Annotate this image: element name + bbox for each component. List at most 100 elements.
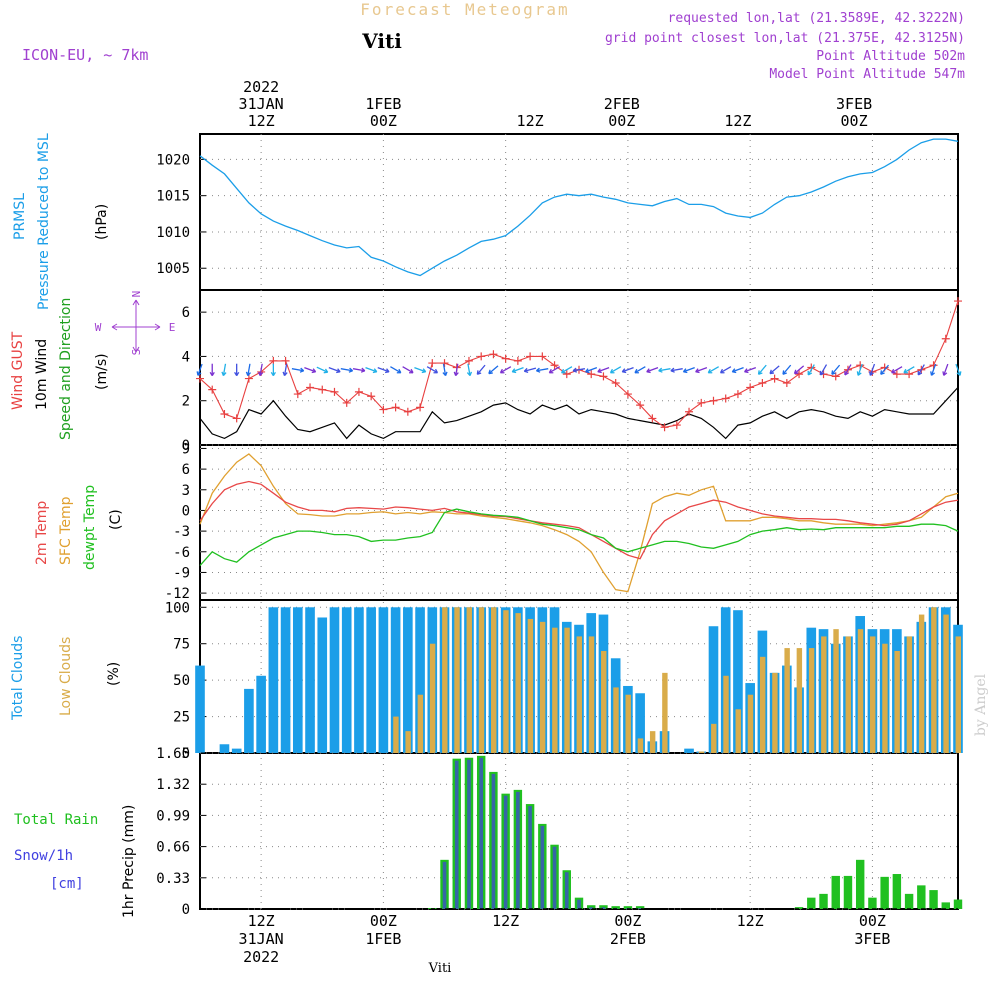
y-tick-label: 1005 (156, 261, 190, 277)
arrow-head (488, 369, 493, 375)
panel-frame-temp (199, 444, 959, 601)
arrow-head (234, 371, 240, 377)
rain-bar (819, 893, 828, 909)
snow-bar (564, 872, 569, 909)
gust-marker (721, 394, 730, 403)
snow-bar (552, 846, 557, 909)
low-cloud-bar (613, 687, 619, 753)
total-cloud-bar (292, 607, 303, 753)
arrow-shaft (500, 366, 512, 374)
arrow-shaft (622, 367, 634, 373)
gust-marker (782, 379, 791, 387)
rain-bar (929, 890, 938, 909)
total-cloud-bar (390, 607, 401, 753)
arrow-shaft (646, 367, 659, 373)
y-tick-label: 3 (182, 483, 190, 499)
gust-marker (550, 361, 559, 370)
arrow-head (782, 370, 787, 375)
rain-bar (917, 885, 926, 909)
bottom-time-label: 2022 (243, 948, 279, 966)
wind-speed-line (199, 386, 959, 440)
arrow-head (282, 371, 288, 377)
gust-marker (623, 390, 632, 399)
low-cloud-bar (906, 636, 913, 753)
snow-bar (503, 795, 508, 909)
arrow-head (807, 370, 813, 376)
info-line: Model Point Altitude 547m (769, 67, 965, 82)
arrow-shaft (610, 366, 622, 374)
arrow-head (757, 370, 763, 375)
precip-label-rain: Total Rain (14, 812, 98, 828)
low-cloud-bar (429, 643, 436, 753)
arrow-head (221, 371, 227, 377)
rain-bar (599, 905, 608, 909)
gust-marker (892, 370, 901, 379)
wind-direction-arrow (270, 363, 276, 377)
y-tick-label: 50 (173, 673, 190, 689)
arrow-shaft (930, 363, 937, 376)
gust-marker (440, 359, 449, 368)
wind-direction-arrow (245, 363, 251, 377)
snow-bar (577, 899, 581, 909)
low-cloud-bar (955, 636, 962, 753)
arrow-shaft (402, 366, 414, 374)
gust-marker (354, 387, 363, 396)
arrow-head (880, 370, 885, 375)
snow-bar (589, 907, 594, 909)
wind-direction-arrow (328, 367, 341, 374)
gust-marker (367, 392, 376, 401)
gust-marker (196, 374, 204, 383)
wind-direction-arrow (402, 366, 414, 374)
rain-bar (904, 893, 914, 909)
arrow-head (511, 368, 517, 374)
arrow-head (707, 368, 713, 374)
low-cloud-bar (857, 629, 864, 753)
arrow-shaft (758, 364, 767, 375)
low-cloud-bar (491, 607, 497, 753)
wind-direction-arrow (365, 367, 378, 374)
wind-direction-arrow (414, 367, 427, 374)
arrow-shaft (247, 363, 251, 376)
wind-direction-arrow (585, 367, 598, 374)
snow-bar (601, 907, 606, 909)
total-cloud-bar (268, 607, 279, 753)
gust-marker (293, 390, 302, 399)
arrow-shaft (658, 368, 671, 372)
bottom-time-label: 00Z (370, 912, 397, 930)
arrow-head (499, 368, 505, 374)
wind-direction-arrow (831, 364, 841, 375)
arrow-shaft (732, 367, 744, 373)
gust-marker (758, 379, 767, 387)
gust-marker (281, 356, 290, 365)
wind-direction-arrow (282, 363, 288, 377)
arrow-head (466, 371, 473, 377)
arrow-head (658, 367, 663, 373)
gust-marker (697, 398, 706, 407)
arrow-shaft (316, 366, 328, 373)
top-time-label: 00Z (841, 112, 868, 130)
arrow-shaft (426, 366, 438, 374)
rain-bar (953, 899, 963, 909)
y-tick-label: 0 (182, 746, 190, 762)
gust-marker (770, 374, 779, 383)
top-time-label: 12Z (517, 112, 544, 130)
gust-marker (269, 356, 278, 365)
rain-bar (843, 875, 853, 909)
arrow-shaft (943, 363, 949, 376)
wind-direction-arrow (234, 363, 240, 377)
arrow-shaft (831, 364, 841, 375)
arrow-shaft (880, 364, 889, 375)
wind-direction-arrow (634, 366, 646, 374)
arrow-shaft (488, 365, 499, 375)
arrow-shaft (819, 364, 828, 376)
arrow-head (421, 368, 427, 374)
gust-marker (501, 354, 510, 363)
wind-direction-arrow (646, 367, 659, 374)
arrow-shaft (769, 365, 780, 375)
low-cloud-bar (527, 618, 534, 753)
total-cloud-bar (733, 610, 743, 753)
low-cloud-bar (454, 607, 460, 753)
gust-marker (379, 405, 388, 414)
wind-direction-arrow (561, 366, 573, 374)
total-cloud-bar (415, 607, 425, 753)
